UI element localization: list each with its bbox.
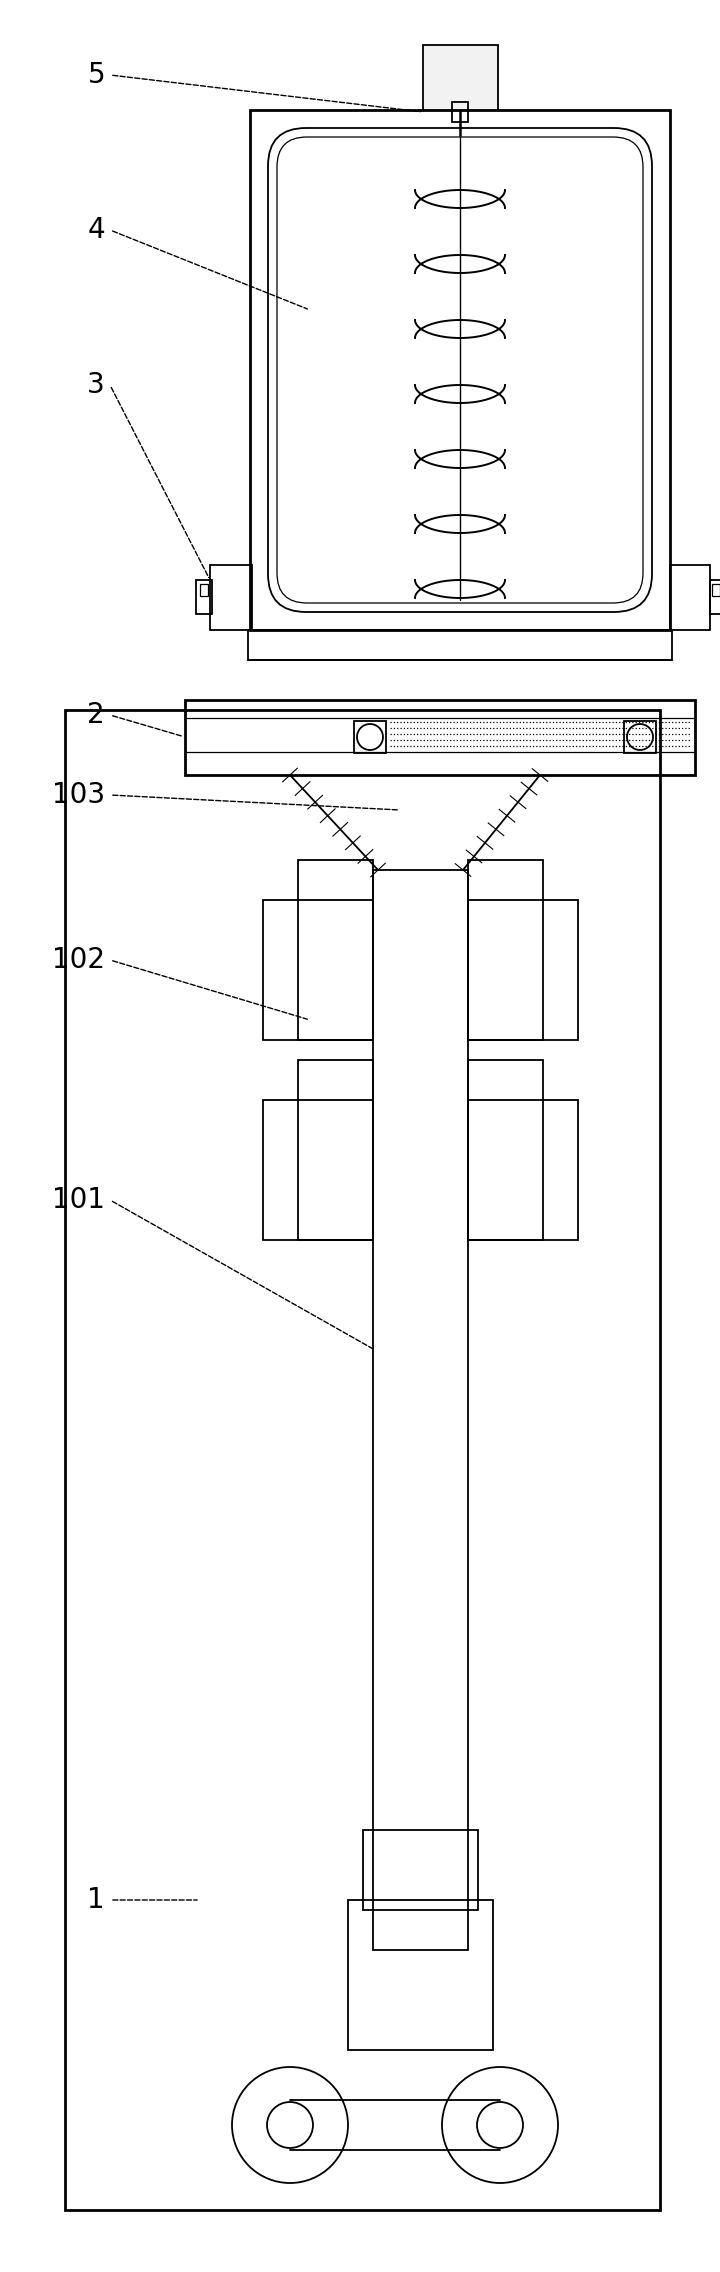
Bar [65, 711, 660, 2211]
Bar [468, 1061, 543, 1241]
Bar [712, 584, 720, 595]
Text: 4: 4 [87, 216, 105, 243]
Bar [248, 629, 672, 659]
Bar [452, 102, 468, 123]
Bar [298, 861, 373, 1041]
Bar [670, 566, 710, 629]
Bar [624, 720, 656, 752]
Bar [200, 584, 208, 595]
Bar [363, 1829, 478, 1911]
Bar [468, 1100, 578, 1241]
Bar [263, 1100, 373, 1241]
Bar [210, 566, 252, 629]
Text: 103: 103 [52, 782, 105, 809]
Bar [373, 870, 468, 1949]
Text: 101: 101 [52, 1186, 105, 1213]
Text: 3: 3 [87, 370, 105, 400]
Bar [263, 900, 373, 1041]
Text: 5: 5 [87, 61, 105, 89]
Bar [196, 579, 212, 613]
Bar [423, 45, 498, 109]
Bar [710, 579, 720, 613]
Bar [468, 900, 578, 1041]
Text: 102: 102 [52, 945, 105, 975]
Bar [468, 861, 543, 1041]
Bar [250, 109, 670, 629]
Bar [185, 700, 695, 775]
Bar [298, 1061, 373, 1241]
Bar [354, 720, 386, 752]
Text: 2: 2 [87, 702, 105, 729]
Bar [348, 1899, 493, 2049]
Text: 1: 1 [87, 1886, 105, 1913]
